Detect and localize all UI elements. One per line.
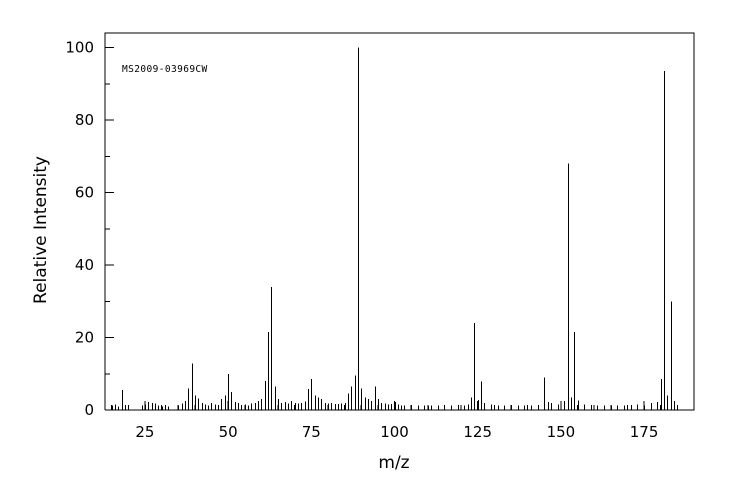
x-axis-title: m/z (378, 453, 409, 473)
y-tick-label: 100 (65, 39, 94, 57)
x-tick-label: 75 (302, 423, 321, 441)
x-axis-minor-ticks (111, 405, 695, 410)
plot-frame (104, 32, 695, 411)
x-axis-major-ticks (144, 401, 645, 410)
y-axis-minor-ticks (105, 83, 110, 375)
x-tick-label: 150 (547, 423, 576, 441)
spectrum-peaks (112, 47, 675, 410)
x-tick-label: 50 (219, 423, 238, 441)
x-tick-label: 100 (380, 423, 409, 441)
sample-id-annotation: MS2009-03969CW (122, 64, 208, 75)
y-tick-label: 80 (75, 111, 94, 129)
y-axis-major-ticks (105, 47, 114, 411)
y-tick-label: 40 (75, 256, 94, 274)
y-tick-label: 20 (75, 329, 94, 347)
x-tick-label: 25 (135, 423, 154, 441)
y-axis-tick-labels: 0 20 40 60 80 100 (65, 39, 94, 420)
y-tick-label: 60 (75, 184, 94, 202)
y-axis-title: Relative Intensity (31, 156, 51, 304)
x-axis-tick-labels: 25 50 75 100 125 150 175 (135, 423, 658, 441)
x-tick-label: 175 (630, 423, 659, 441)
x-tick-label: 125 (463, 423, 492, 441)
y-tick-label: 0 (84, 401, 94, 419)
